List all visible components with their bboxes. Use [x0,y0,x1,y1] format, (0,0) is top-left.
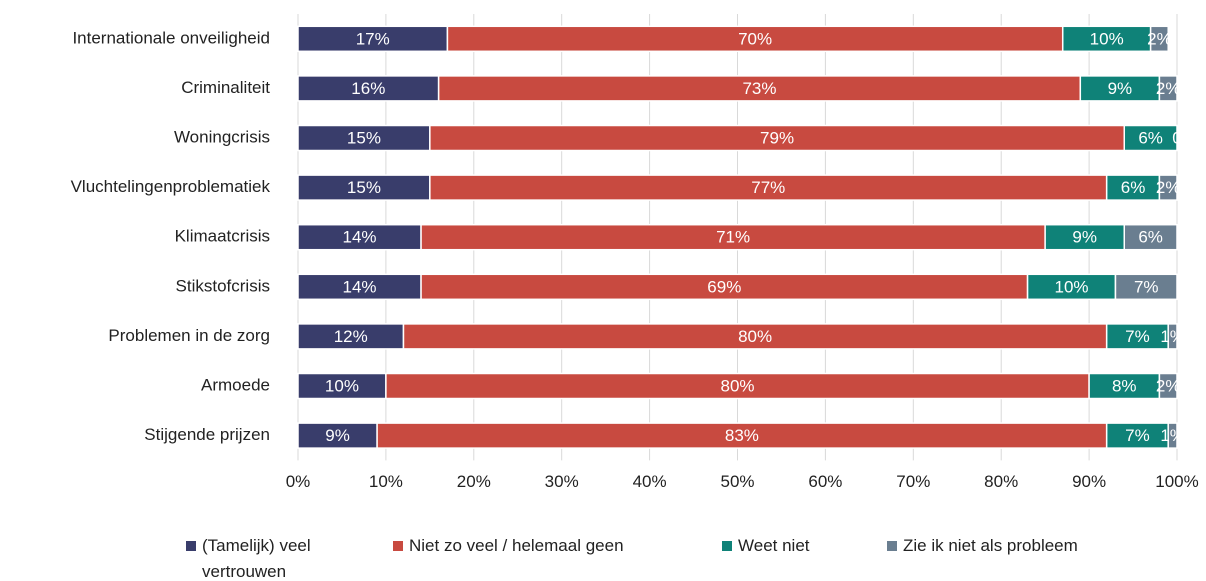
bar-segment [297,273,422,301]
legend: (Tamelijk) veel vertrouwen Niet zo veel /… [0,533,1206,581]
bar-segment [429,174,1108,201]
bar-segment [429,124,1126,152]
value-label: 71% [716,228,750,247]
legend-label: Weet niet [738,536,810,555]
value-label: 17% [356,29,390,48]
value-label: 16% [351,79,385,98]
chart: 0% 10% 20% 30% 40% 50% 60% 70% 80% 90% 100% Interna… [71,14,1199,491]
value-label: 10% [1055,277,1089,296]
value-label: 15% [347,178,381,197]
x-tick-label: 90% [1072,472,1106,491]
value-label: 0 [1172,128,1181,147]
bar-segment [376,422,1108,449]
bar-segment [297,372,387,400]
value-label: 15% [347,128,381,147]
value-label: 14% [343,277,377,296]
value-label: 83% [725,426,759,445]
value-label: 70% [738,29,772,48]
legend-item: Niet zo veel / helemaal geen [393,533,693,559]
x-tick-label: 80% [984,472,1018,491]
category-label: Vluchtelingenproblematiek [71,177,271,196]
legend-swatch [887,541,897,551]
value-label: 2% [1147,29,1172,48]
category-label: Internationale onveiligheid [72,28,270,47]
bar-segment [1158,75,1178,102]
bar-segment [1158,174,1178,201]
value-label: 2% [1156,376,1181,395]
category-label: Armoede [201,375,270,394]
bar-segment [1149,25,1169,53]
bar-segment [297,323,405,350]
bar-segment [1114,273,1178,301]
bar-segment [1167,323,1178,350]
bar-segment [1105,323,1169,350]
x-tick-label: 100% [1155,472,1198,491]
bar-segment [402,323,1108,350]
bar-segment [297,223,422,251]
value-label: 73% [742,79,776,98]
bar-segment [1079,75,1161,102]
category-label: Woningcrisis [174,127,270,146]
value-label: 9% [1108,79,1133,98]
category-label: Klimaatcrisis [175,227,270,246]
value-label: 7% [1125,327,1150,346]
legend-item: (Tamelijk) veel vertrouwen [186,533,346,581]
legend-swatch [186,541,196,551]
legend-label: (Tamelijk) veel vertrouwen [202,536,311,581]
value-label: 12% [334,327,368,346]
legend-label: Zie ik niet als probleem [903,536,1078,555]
legend-swatch [722,541,732,551]
bar-segment [1167,422,1178,449]
bar-segment [1123,223,1178,251]
value-label: 6% [1121,178,1146,197]
value-label: 1% [1160,327,1185,346]
value-label: 7% [1125,426,1150,445]
x-tick-label: 0% [286,472,311,491]
bar-segment [420,223,1046,251]
legend-item: Zie ik niet als probleem [887,533,1187,559]
bar-segment [420,273,1029,301]
value-label: 10% [325,376,359,395]
x-tick-label: 10% [369,472,403,491]
bar-segment [1088,372,1161,400]
value-label: 6% [1138,128,1163,147]
bar-segment [446,25,1064,53]
value-label: 80% [738,327,772,346]
x-tick-label: 40% [633,472,667,491]
x-tick-label: 30% [545,472,579,491]
value-label: 2% [1156,79,1181,98]
value-label: 69% [707,277,741,296]
value-label: 77% [751,178,785,197]
value-label: 80% [720,376,754,395]
bar-segment [1026,273,1117,301]
legend-label: Niet zo veel / helemaal geen [409,536,624,555]
category-label: Problemen in de zorg [108,326,270,345]
value-label: 1% [1160,426,1185,445]
bar-segment [297,124,431,152]
value-label: 2% [1156,178,1181,197]
legend-swatch [393,541,403,551]
value-label: 10% [1090,29,1124,48]
x-tick-label: 70% [896,472,930,491]
bar-segment [297,174,431,201]
category-label: Criminaliteit [181,78,270,97]
x-tick-label: 60% [808,472,842,491]
value-label: 8% [1112,376,1137,395]
category-label: Stijgende prijzen [144,425,270,444]
bar-segment [1158,372,1178,400]
value-label: 6% [1138,228,1163,247]
x-tick-label: 50% [720,472,754,491]
category-label: Stikstofcrisis [176,276,270,295]
value-label: 79% [760,128,794,147]
value-label: 9% [1072,228,1097,247]
value-label: 14% [343,228,377,247]
value-label: 7% [1134,277,1159,296]
bar-segment [297,25,449,53]
value-label: 9% [325,426,350,445]
x-tick-label: 20% [457,472,491,491]
bar-segment [1123,124,1178,152]
legend-item: Weet niet [722,533,872,559]
